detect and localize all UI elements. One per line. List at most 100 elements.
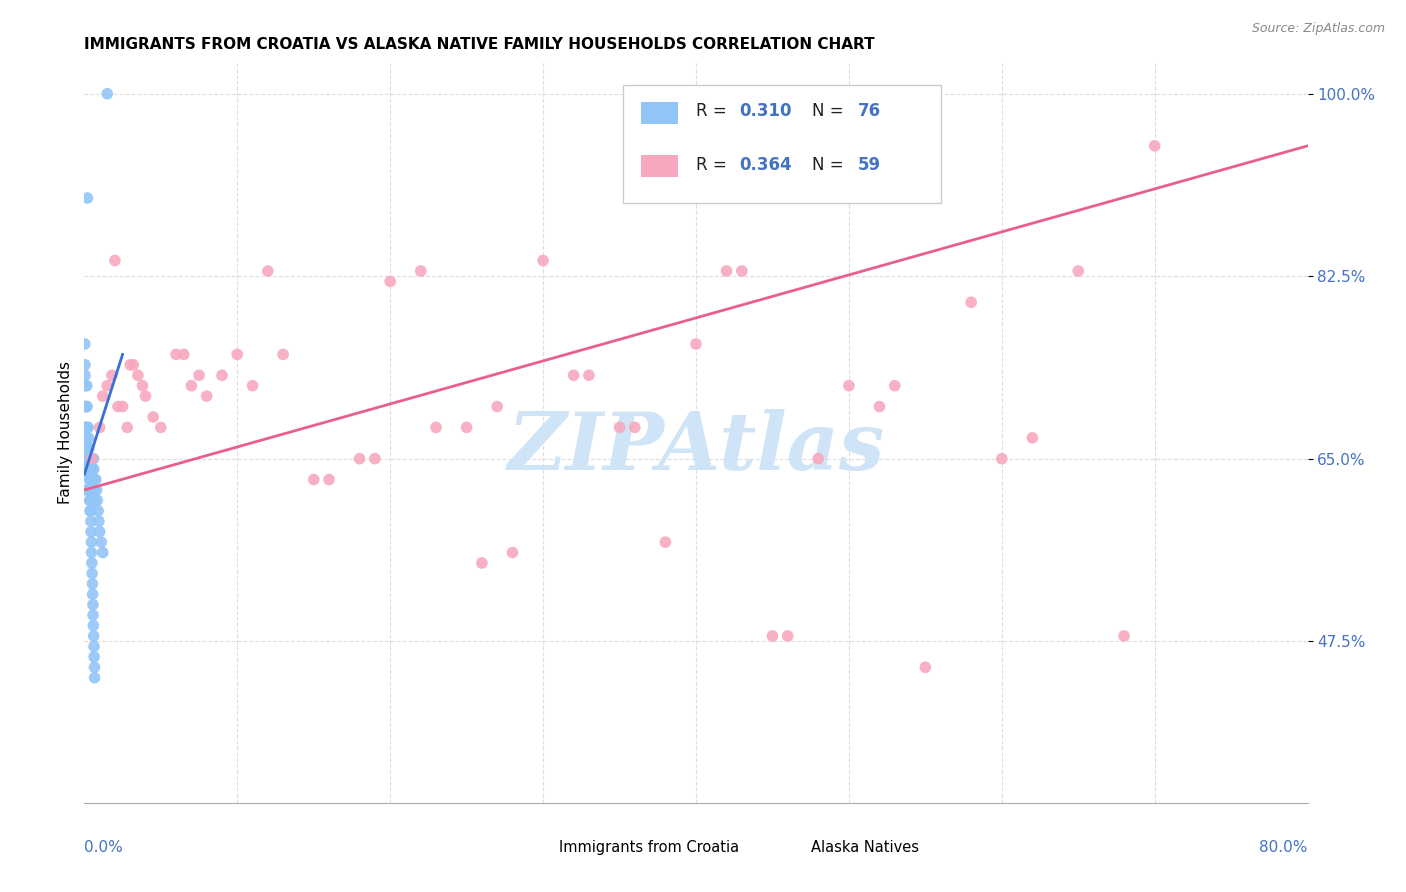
Point: [82, 608, 104, 623]
Point: [82, 462, 104, 476]
Point: [77, 451, 100, 466]
Point: [731, 264, 754, 278]
Point: [111, 400, 134, 414]
Point: [80, 462, 103, 476]
Point: [761, 629, 783, 643]
Point: [149, 420, 172, 434]
Point: [135, 389, 157, 403]
FancyBboxPatch shape: [776, 840, 803, 857]
Point: [107, 400, 129, 414]
Point: [80, 514, 103, 528]
Point: [76, 191, 98, 205]
FancyBboxPatch shape: [623, 85, 941, 203]
Point: [456, 420, 478, 434]
Text: 0.310: 0.310: [738, 103, 792, 120]
Point: [83, 660, 105, 674]
Point: [96, 87, 118, 101]
Point: [76, 483, 98, 497]
Point: [807, 451, 830, 466]
Point: [122, 358, 145, 372]
Point: [75, 400, 97, 414]
Point: [80, 451, 103, 466]
Text: Immigrants from Croatia: Immigrants from Croatia: [560, 839, 740, 855]
Text: 76: 76: [858, 103, 880, 120]
Y-axis label: Family Households: Family Households: [58, 361, 73, 504]
Point: [96, 378, 118, 392]
Point: [84, 493, 107, 508]
Point: [73, 358, 96, 372]
Point: [89, 524, 111, 539]
Point: [960, 295, 983, 310]
Point: [76, 420, 98, 434]
Point: [654, 535, 676, 549]
Point: [1021, 431, 1043, 445]
Point: [77, 462, 100, 476]
Point: [79, 473, 101, 487]
Point: [242, 378, 264, 392]
Point: [75, 420, 97, 434]
Point: [83, 473, 105, 487]
Point: [115, 420, 138, 434]
Text: N =: N =: [813, 103, 849, 120]
Point: [716, 264, 738, 278]
Point: [83, 649, 105, 664]
Point: [869, 400, 891, 414]
Point: [80, 535, 103, 549]
Point: [776, 629, 799, 643]
Point: [82, 483, 104, 497]
Point: [75, 442, 97, 456]
Point: [914, 660, 936, 674]
Point: [79, 483, 101, 497]
Point: [86, 483, 108, 497]
Text: IMMIGRANTS FROM CROATIA VS ALASKA NATIVE FAMILY HOUSEHOLDS CORRELATION CHART: IMMIGRANTS FROM CROATIA VS ALASKA NATIVE…: [84, 37, 875, 52]
Point: [165, 347, 187, 361]
Point: [90, 535, 112, 549]
Point: [79, 493, 101, 508]
Text: Alaska Natives: Alaska Natives: [811, 839, 920, 855]
FancyBboxPatch shape: [641, 155, 678, 178]
Point: [87, 514, 110, 528]
Point: [83, 671, 105, 685]
Point: [991, 451, 1014, 466]
Point: [349, 451, 371, 466]
Point: [82, 566, 104, 581]
Point: [82, 598, 104, 612]
Point: [80, 483, 103, 497]
Point: [76, 400, 98, 414]
Point: [302, 473, 325, 487]
Point: [83, 640, 105, 654]
Point: [531, 253, 554, 268]
Point: [486, 400, 509, 414]
Point: [84, 473, 107, 487]
Point: [79, 462, 101, 476]
Point: [120, 358, 142, 372]
Point: [76, 451, 98, 466]
Text: 80.0%: 80.0%: [1260, 840, 1308, 855]
Point: [685, 337, 707, 351]
Text: R =: R =: [696, 155, 733, 174]
Text: R =: R =: [696, 103, 733, 120]
Point: [838, 378, 860, 392]
Point: [82, 473, 104, 487]
Point: [195, 389, 218, 403]
Point: [1114, 629, 1136, 643]
Point: [83, 629, 105, 643]
Point: [76, 442, 98, 456]
Point: [77, 431, 100, 445]
Text: ZIPAtlas: ZIPAtlas: [508, 409, 884, 486]
Point: [1067, 264, 1090, 278]
Text: Source: ZipAtlas.com: Source: ZipAtlas.com: [1251, 22, 1385, 36]
Point: [87, 504, 110, 518]
Point: [211, 368, 233, 383]
Point: [624, 420, 647, 434]
Point: [76, 462, 98, 476]
Point: [80, 556, 103, 570]
Point: [180, 378, 202, 392]
Point: [77, 462, 100, 476]
Point: [77, 420, 100, 434]
Point: [83, 483, 105, 497]
Point: [80, 545, 103, 559]
Point: [79, 504, 101, 518]
Point: [79, 451, 101, 466]
Point: [75, 400, 97, 414]
